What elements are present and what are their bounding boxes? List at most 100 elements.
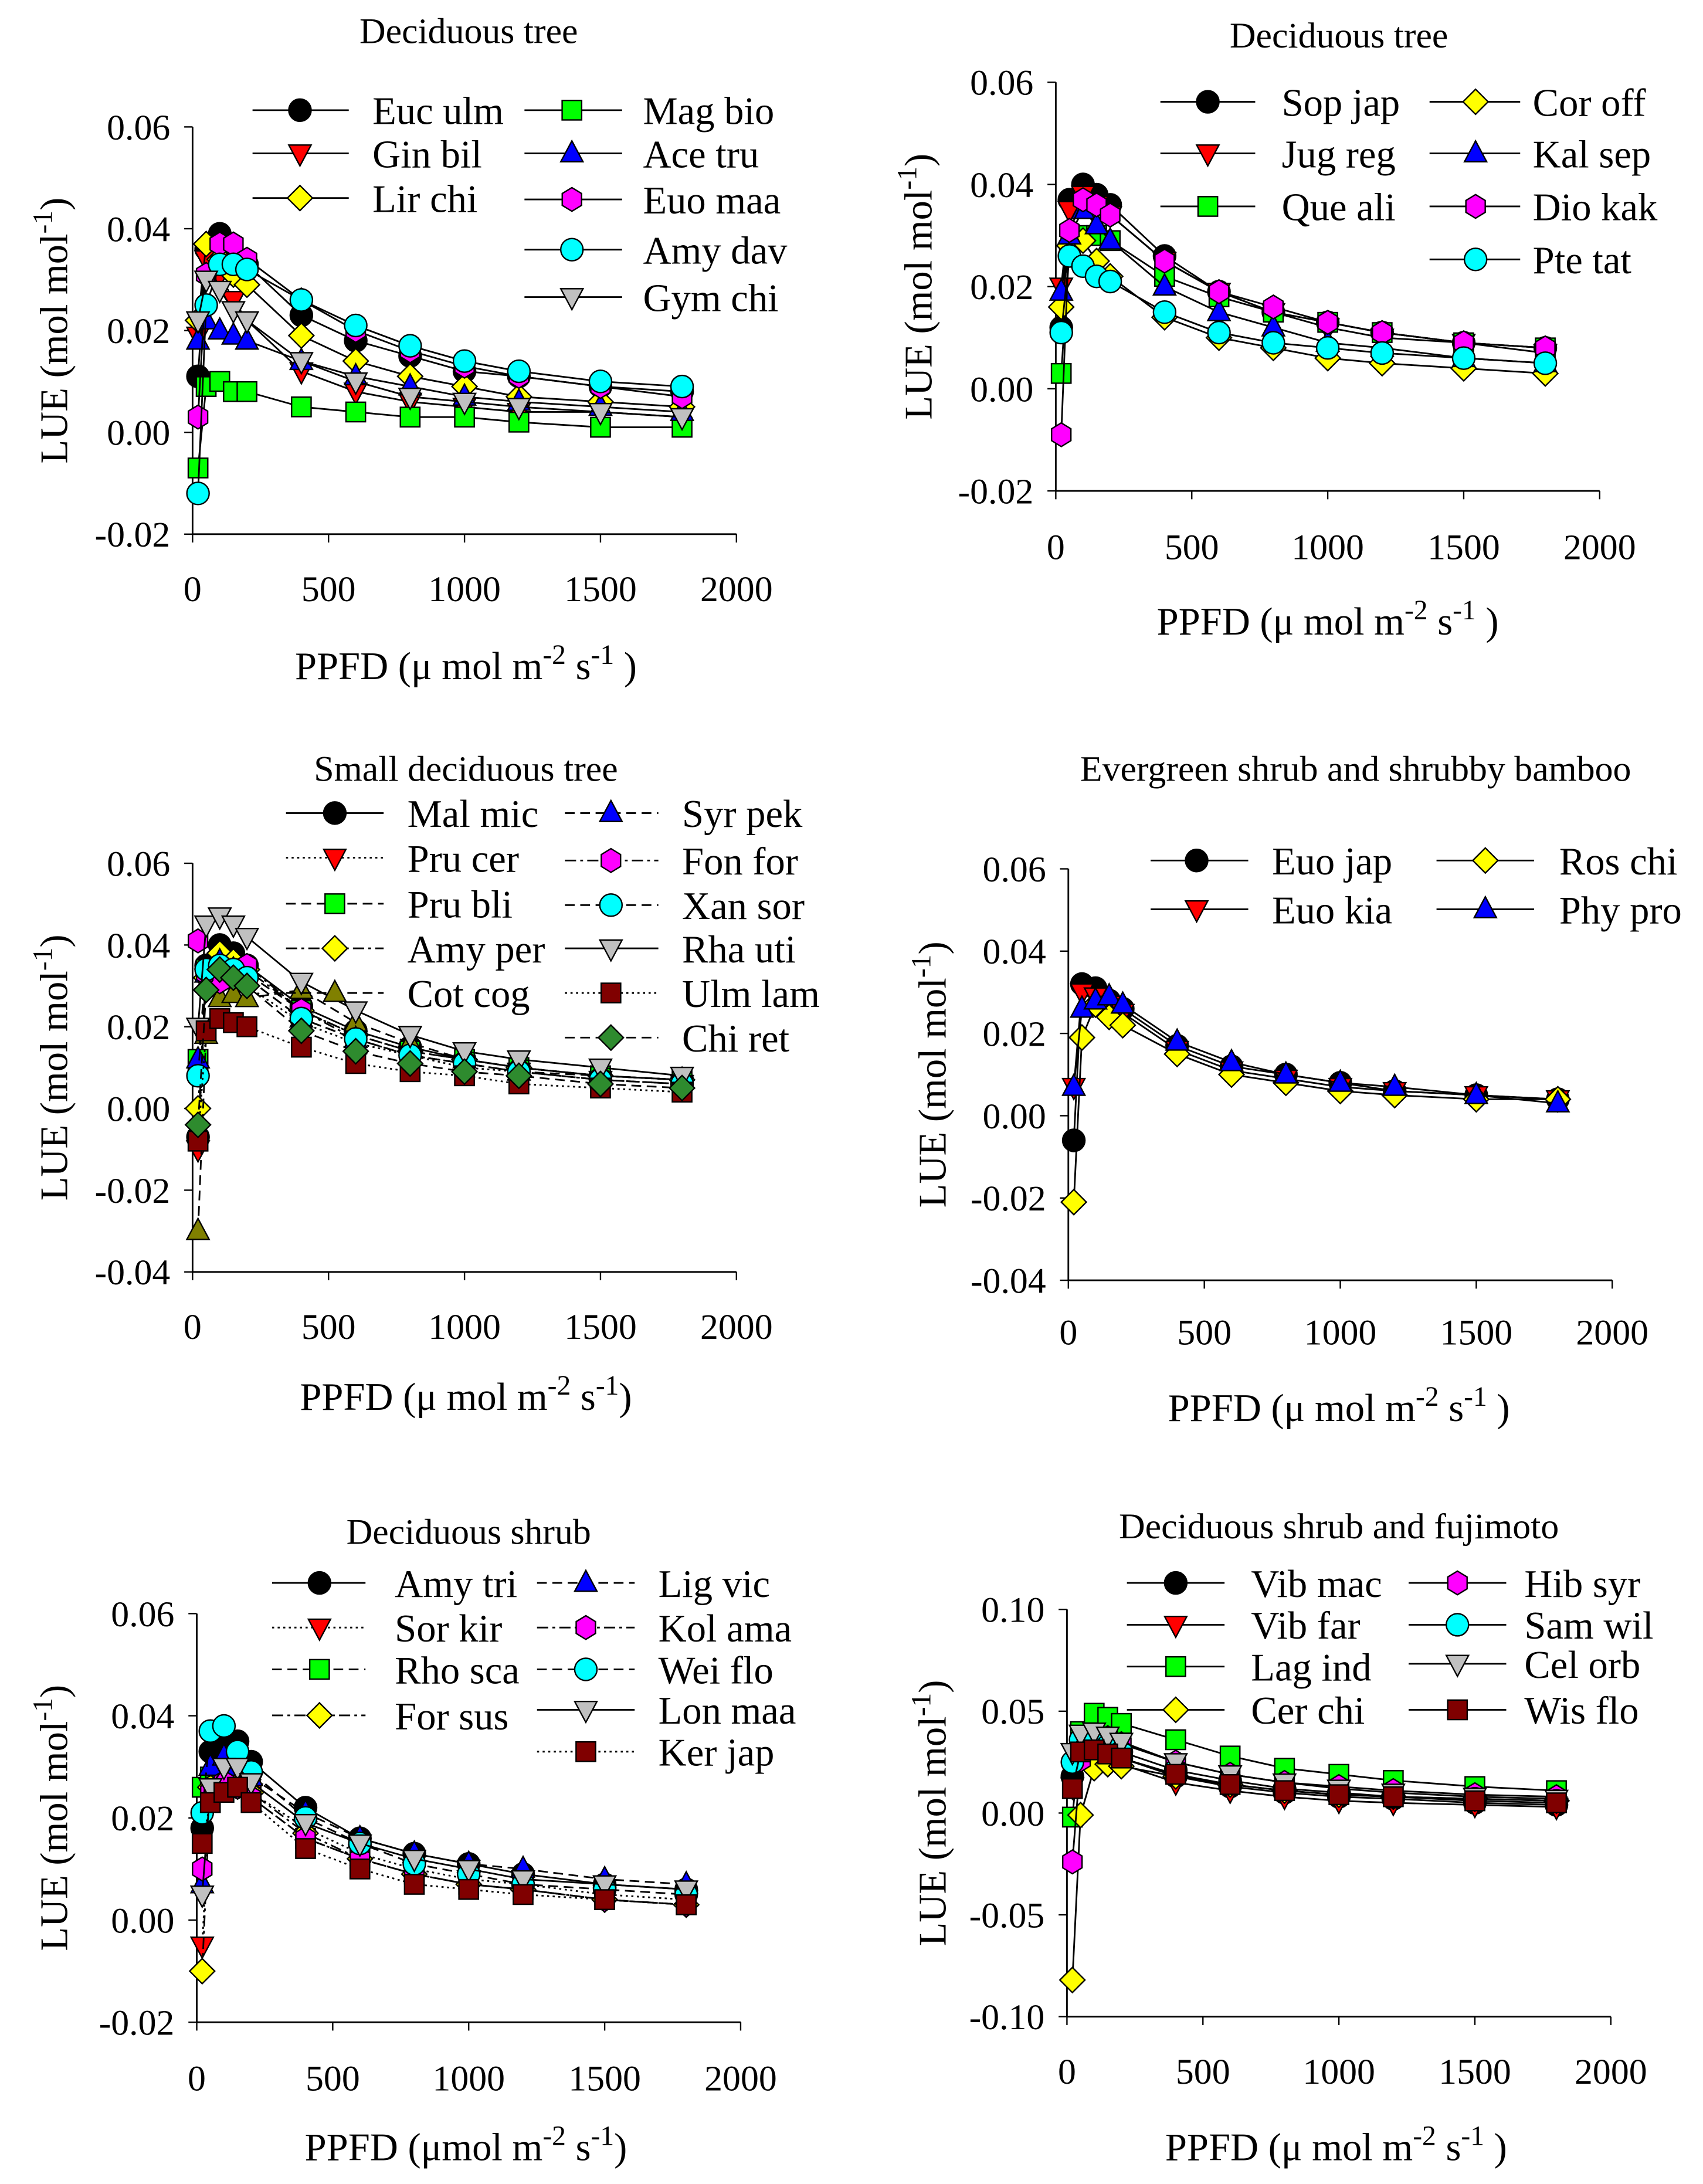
x-axis-label: PPFD (μ mol m-2 s-1) [300, 1371, 632, 1419]
label-part: LUE (mol mol [33, 233, 76, 463]
y-tick-label: 0.05 [981, 1692, 1044, 1732]
legend-marker [1163, 1571, 1188, 1595]
label-part: ) [33, 198, 76, 211]
data-point [184, 1111, 212, 1139]
superscript: -1 [28, 948, 58, 971]
data-point [1317, 310, 1338, 335]
y-tick-label: -0.02 [958, 472, 1034, 511]
label-part: LUE (mol mol [912, 978, 955, 1208]
data-point [1152, 300, 1177, 324]
x-axis-label: PPFD (μmol m-2 s-1) [305, 2121, 627, 2169]
series-lir-chi [184, 230, 696, 420]
legend-entry: Lag ind [1127, 1647, 1372, 1690]
legend-marker [307, 1571, 331, 1595]
y-tick-label: 0.00 [970, 369, 1033, 409]
superscript: -1 [591, 2121, 615, 2152]
legend-marker [598, 939, 623, 962]
data-point [207, 280, 232, 304]
data-point [1219, 1048, 1244, 1071]
legend-entry: Lig vic [537, 1563, 770, 1606]
legend-label: Jug reg [1282, 133, 1396, 176]
legend-marker [561, 100, 583, 121]
label-part: LUE (mol mol [912, 1716, 955, 1946]
series-rho-sca [191, 1766, 697, 1915]
x-tick-label: 500 [301, 1307, 356, 1347]
label-part: ) [1487, 1387, 1510, 1430]
legend-marker [321, 934, 349, 962]
data-point [240, 1792, 262, 1813]
data-point [185, 327, 211, 350]
y-tick-label: 0.06 [111, 1595, 174, 1634]
data-point [398, 334, 422, 358]
chart-panel-4: Evergreen shrub and shrubby bamboo 0 500 10… [907, 750, 1682, 1430]
x-tick-label: 1500 [564, 1307, 637, 1347]
legend-label: Amy tri [395, 1563, 517, 1606]
legend-marker [1463, 139, 1488, 163]
legend-entry: Xan sor [565, 885, 805, 928]
data-point [235, 257, 259, 282]
legend-entry: Cor off [1429, 82, 1647, 124]
legend-marker [1447, 1570, 1468, 1596]
legend-label: Cor off [1533, 82, 1647, 124]
superscript: -2 [542, 2121, 566, 2152]
data-point [1263, 294, 1284, 320]
legend-label: Pru bli [408, 884, 513, 927]
data-point [192, 1856, 213, 1882]
x-tick-label: 500 [1176, 2052, 1230, 2092]
data-point [398, 1026, 423, 1049]
data-point [235, 327, 260, 350]
legend-label: Wis flo [1524, 1690, 1638, 1732]
series-euo-kia [1061, 983, 1570, 1114]
legend-marker [1473, 895, 1498, 918]
data-point [1464, 1790, 1485, 1812]
legend-marker [1162, 1696, 1189, 1724]
y-tick-label: 0.06 [983, 850, 1046, 890]
data-point [668, 1074, 696, 1102]
data-point [1328, 1784, 1349, 1806]
legend-marker [307, 1618, 332, 1642]
data-point [670, 374, 694, 399]
y-tick-label: 0.00 [111, 1901, 174, 1941]
legend-entry: Ace tru [524, 133, 759, 176]
data-point [343, 1001, 368, 1025]
label-part: ) [1484, 2127, 1507, 2169]
legend-label: Euo jap [1272, 840, 1392, 883]
y-tick-label: -0.02 [971, 1179, 1046, 1219]
legend-label: Sop jap [1282, 82, 1400, 124]
data-point [451, 1058, 479, 1086]
legend-entry: Amy dav [524, 229, 788, 272]
legend-marker [288, 98, 312, 123]
legend-marker [1447, 1699, 1468, 1721]
x-tick-label: 500 [306, 2059, 360, 2099]
legend-entry: Syr pek [565, 793, 803, 836]
data-point [1154, 248, 1175, 274]
label-part: ) [614, 2127, 627, 2169]
y-tick-label: 0.10 [981, 1590, 1044, 1630]
data-point [1068, 1024, 1096, 1052]
data-point [1152, 272, 1177, 296]
data-point [189, 1937, 215, 1960]
data-point [1274, 1780, 1295, 1802]
data-point [1098, 226, 1123, 250]
legend-marker [1195, 144, 1220, 168]
legend-label: Ros chi [1559, 840, 1678, 883]
x-axis-label: PPFD (μ mol m-2 s-1 ) [1157, 595, 1499, 643]
legend-label: Ulm lam [682, 973, 820, 1016]
data-point [396, 1050, 424, 1077]
superscript: -1 [596, 1371, 619, 1401]
legend-entry: Vib mac [1127, 1563, 1382, 1606]
legend-marker [559, 238, 584, 262]
legend-label: Kal sep [1533, 133, 1651, 176]
x-tick-label: 2000 [1576, 1313, 1648, 1352]
label-part: PPFD (μmol m [305, 2127, 543, 2169]
y-axis-label: LUE (mol mol-1) [28, 1685, 76, 1951]
y-axis-label: LUE (mol mol-1) [907, 941, 955, 1208]
legend-entry: Mag bio [524, 90, 774, 133]
data-point [185, 311, 211, 335]
x-tick-label: 0 [1047, 528, 1065, 568]
legend-entry: Dio kak [1429, 186, 1658, 229]
y-tick-label: -0.04 [971, 1261, 1046, 1301]
legend-marker [601, 847, 622, 873]
x-tick-label: 2000 [704, 2059, 777, 2099]
legend-label: Sor kir [395, 1608, 502, 1650]
